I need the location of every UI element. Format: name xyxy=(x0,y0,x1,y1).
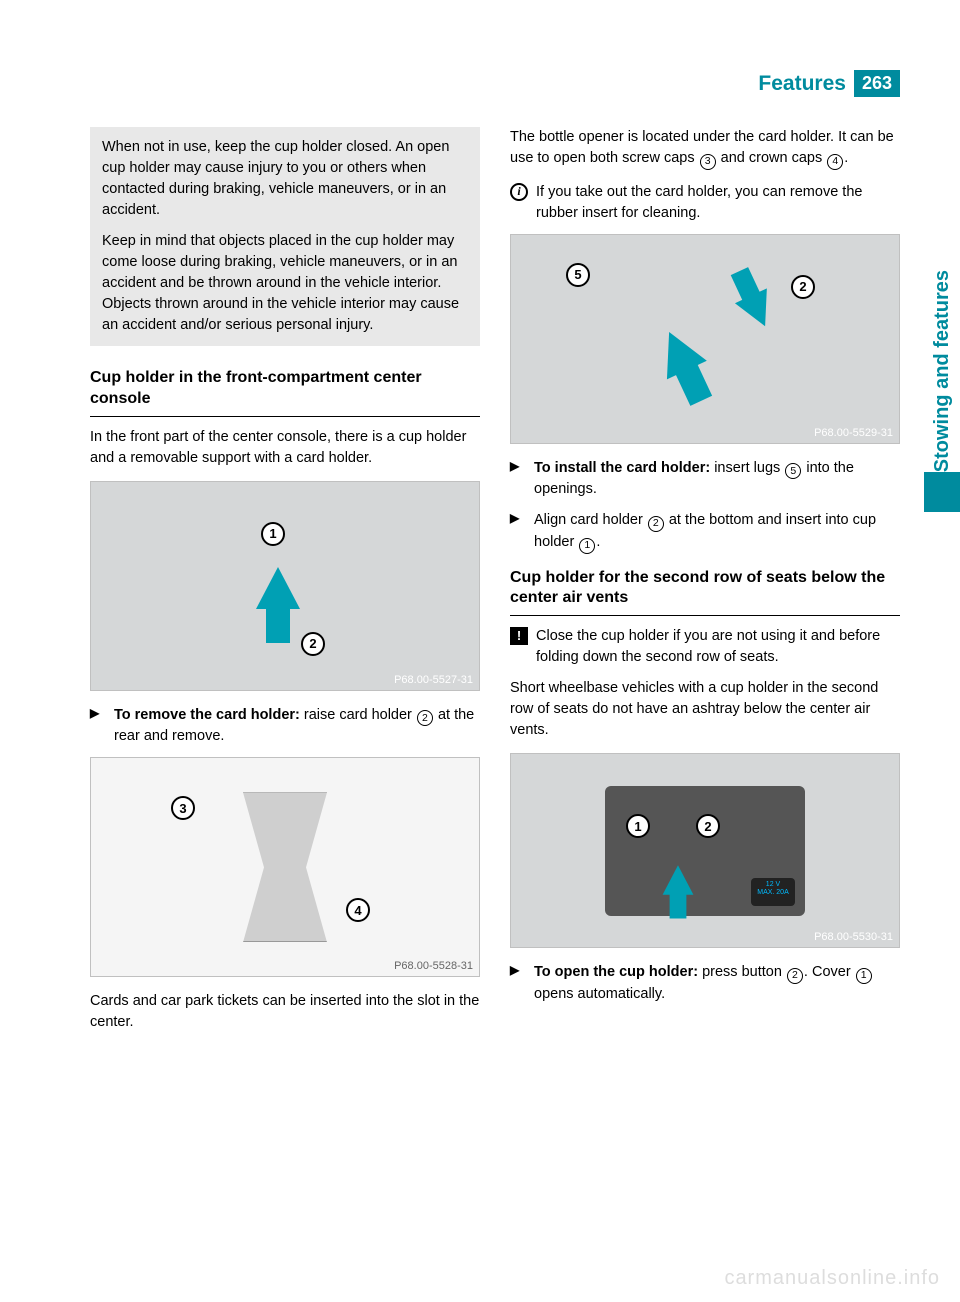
arrow-up-icon xyxy=(663,865,694,894)
figure-card-holder: 3 4 P68.00-5528-31 xyxy=(90,757,480,977)
t: opens automatically. xyxy=(534,986,665,1002)
step-install-card-holder: ▶ To install the card holder: insert lug… xyxy=(510,458,900,501)
page-header: Features 263 xyxy=(90,70,900,97)
cards-paragraph: Cards and car park tickets can be insert… xyxy=(90,991,480,1033)
ref-2: 2 xyxy=(417,710,433,726)
callout-2: 2 xyxy=(791,275,815,299)
arrow-up-icon xyxy=(256,567,300,609)
arrow-icon xyxy=(649,322,707,379)
t: . xyxy=(596,534,600,550)
triangle-bullet-icon: ▶ xyxy=(510,458,526,501)
warning-paragraph-2: Keep in mind that objects placed in the … xyxy=(102,231,468,336)
warning-paragraph-1: When not in use, keep the cup holder clo… xyxy=(102,137,468,221)
ref-2: 2 xyxy=(648,516,664,532)
info-icon: i xyxy=(510,183,528,201)
ref-3: 3 xyxy=(700,154,716,170)
ref-4: 4 xyxy=(827,154,843,170)
triangle-bullet-icon: ▶ xyxy=(510,962,526,1005)
figure-caption: P68.00-5530-31 xyxy=(814,931,893,943)
step-text: To open the cup holder: press button 2. … xyxy=(534,962,900,1005)
bottle-opener-paragraph: The bottle opener is located under the c… xyxy=(510,127,900,170)
step-text: Align card holder 2 at the bottom and in… xyxy=(534,510,900,553)
callout-2: 2 xyxy=(301,632,325,656)
figure-caption: P68.00-5529-31 xyxy=(814,427,893,439)
right-column: The bottle opener is located under the c… xyxy=(510,127,900,1045)
step-bold: To remove the card holder: xyxy=(114,707,300,723)
step-remove-card-holder: ▶ To remove the card holder: raise card … xyxy=(90,705,480,748)
t: . xyxy=(844,150,848,166)
page-number: 263 xyxy=(854,70,900,97)
callout-1: 1 xyxy=(626,814,650,838)
left-column: When not in use, keep the cup holder clo… xyxy=(90,127,480,1045)
info-row: i If you take out the card holder, you c… xyxy=(510,182,900,224)
intro-paragraph: In the front part of the center console,… xyxy=(90,427,480,469)
step-align-card-holder: ▶ Align card holder 2 at the bottom and … xyxy=(510,510,900,553)
triangle-bullet-icon: ▶ xyxy=(510,510,526,553)
t: Align card holder xyxy=(534,512,647,528)
short-wheelbase-paragraph: Short wheelbase vehicles with a cup hold… xyxy=(510,678,900,741)
info-text: If you take out the card holder, you can… xyxy=(536,182,900,224)
power-socket: 12 V MAX. 20A xyxy=(751,878,795,906)
side-tab: Stowing and features xyxy=(924,260,960,570)
step-open-cupholder: ▶ To open the cup holder: press button 2… xyxy=(510,962,900,1005)
figure-caption: P68.00-5528-31 xyxy=(394,960,473,972)
figure-cupholder-front: 1 2 P68.00-5527-31 xyxy=(90,481,480,691)
ref-1: 1 xyxy=(856,968,872,984)
section-title: Features xyxy=(758,72,846,96)
card-holder-shape xyxy=(215,792,355,942)
subheading-second-row-cupholder: Cup holder for the second row of seats b… xyxy=(510,568,900,617)
callout-1: 1 xyxy=(261,522,285,546)
callout-5: 5 xyxy=(566,263,590,287)
side-tab-label: Stowing and features xyxy=(931,260,954,472)
t: insert lugs xyxy=(710,460,784,476)
t: raise card holder xyxy=(300,707,416,723)
socket-label-2: MAX. 20A xyxy=(757,889,789,896)
triangle-bullet-icon: ▶ xyxy=(90,705,106,748)
step-bold: To open the cup holder: xyxy=(534,964,698,980)
subheading-front-cupholder: Cup holder in the front-compartment cent… xyxy=(90,368,480,417)
rear-panel-shape: 12 V MAX. 20A xyxy=(605,786,805,916)
callout-4: 4 xyxy=(346,898,370,922)
ref-2: 2 xyxy=(787,968,803,984)
figure-caption: P68.00-5527-31 xyxy=(394,674,473,686)
callout-2: 2 xyxy=(696,814,720,838)
exclamation-icon: ! xyxy=(510,627,528,645)
side-tab-block xyxy=(924,472,960,512)
ref-1: 1 xyxy=(579,538,595,554)
step-bold: To install the card holder: xyxy=(534,460,710,476)
t: and crown caps xyxy=(717,150,827,166)
important-row: ! Close the cup holder if you are not us… xyxy=(510,626,900,668)
step-text: To remove the card holder: raise card ho… xyxy=(114,705,480,748)
important-text: Close the cup holder if you are not usin… xyxy=(536,626,900,668)
figure-rear-cupholder: 12 V MAX. 20A 1 2 P68.00-5530-31 xyxy=(510,753,900,948)
socket-label: 12 V xyxy=(766,881,780,888)
figure-install-card-holder: 5 2 P68.00-5529-31 xyxy=(510,234,900,444)
t: . Cover xyxy=(804,964,855,980)
watermark: carmanualsonline.info xyxy=(724,1267,940,1290)
arrow-icon xyxy=(735,288,781,333)
ref-5: 5 xyxy=(785,463,801,479)
warning-box: When not in use, keep the cup holder clo… xyxy=(90,127,480,346)
t: press button xyxy=(698,964,786,980)
step-text: To install the card holder: insert lugs … xyxy=(534,458,900,501)
callout-3: 3 xyxy=(171,796,195,820)
